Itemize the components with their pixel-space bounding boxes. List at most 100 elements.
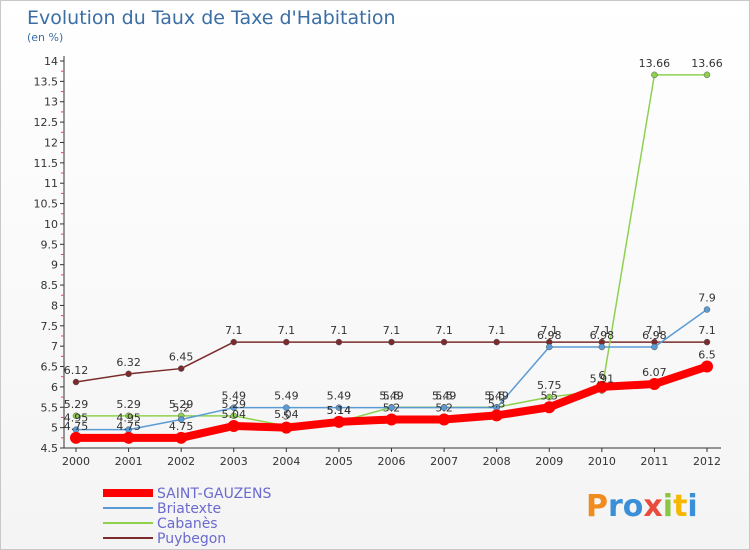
data-label: 7.1 [646,324,664,337]
data-label: 5.29 [222,398,247,411]
data-point [438,413,451,426]
data-point [70,431,82,444]
data-point [335,404,343,411]
data-label: 13.66 [639,57,671,70]
data-point [546,393,553,401]
data-label: 7.9 [698,291,716,304]
data-point [230,412,237,420]
data-label: 6.98 [642,329,667,342]
x-tick-label: 2009 [535,455,563,468]
data-point [440,404,448,411]
x-tick-label: 2002 [167,455,195,468]
data-label: 5.49 [274,390,299,403]
chart-axes: 4.5 5 5.5 6 6.5 7 7.5 8 8.5 9 9.5 10 10.5 11 11.5 12 12.… [34,55,721,468]
data-label: 5.49 [327,390,352,403]
data-point [440,338,448,346]
data-point [651,343,658,351]
data-label: 5.49 [379,390,404,403]
data-point [283,338,290,346]
y-tick-label: 7 [51,340,58,353]
data-label: 5 [283,410,290,423]
data-point [72,412,80,420]
data-label: 4.75 [64,420,89,433]
data-point [177,416,185,423]
data-label: 6.5 [698,349,716,362]
y-tick-label: 6.5 [41,361,59,374]
data-label: 7.1 [593,324,611,337]
data-point [230,404,237,411]
data-label: 6 [598,369,605,382]
x-tick-label: 2005 [325,455,353,468]
data-label: 5.75 [537,379,562,392]
data-point [177,365,185,372]
y-tick-label: 10 [44,218,58,231]
data-point [701,360,713,373]
data-label: 6.98 [537,329,562,342]
y-tick-label: 11.5 [34,157,59,170]
data-label: 5.29 [116,398,141,411]
data-point [227,420,240,433]
data-point [125,412,132,420]
data-point [72,378,80,386]
data-label: 13.66 [691,57,723,70]
x-tick-label: 2000 [62,455,90,468]
data-point [175,431,188,444]
data-label: 7.1 [435,324,453,337]
legend-entry: Briatexte [157,501,221,517]
legend-entry: Puybegon [157,531,226,547]
data-label: 6.07 [642,366,667,379]
data-point [125,370,132,378]
x-tick-label: 2006 [378,455,406,468]
data-label: 5.49 [484,390,509,403]
y-tick-label: 10.5 [34,198,59,211]
data-label: 5.04 [222,408,247,421]
data-label: 7.1 [383,324,401,337]
data-point [651,71,658,79]
data-label: 7.1 [698,324,716,337]
y-tick-label: 5.5 [41,401,59,414]
legend-entry: SAINT-GAUZENS [157,486,271,502]
data-point [230,338,237,346]
data-label: 4.95 [116,412,141,425]
y-tick-label: 8 [51,299,58,312]
data-point [598,343,606,351]
data-point [332,415,345,428]
data-label: 5.14 [327,404,352,417]
data-point [122,431,135,444]
data-label: 6.98 [590,329,615,342]
data-label: 6.12 [64,364,89,377]
y-tick-label: 9 [51,259,58,272]
data-label: 4.95 [64,412,89,425]
data-label: 5.91 [590,373,615,386]
data-point [648,378,661,391]
chart-data-labels: 4.75 4.75 4.755.04 5 5.14 5.2 5.2 5.35.56 6.076.… [64,57,723,433]
data-label: 5.5 [383,389,401,402]
data-label: 7.1 [330,324,348,337]
y-tick-label: 11 [44,177,58,190]
data-label: 5.29 [169,398,194,411]
data-point [385,413,398,426]
data-label: 5.2 [435,401,453,414]
y-tick-label: 4.5 [41,442,59,455]
data-label: 5.5 [488,389,506,402]
data-point [703,306,711,313]
x-tick-label: 2008 [483,455,511,468]
data-label: 7.1 [488,324,506,337]
data-point [546,343,553,351]
data-point [283,404,290,411]
data-label: 5.2 [172,401,190,414]
y-tick-label: 8.5 [41,279,59,292]
chart-subtitle: (en %) [27,31,64,44]
data-point [703,71,711,79]
y-tick-label: 6 [51,381,58,394]
data-point [543,401,556,414]
data-point [493,338,500,346]
data-point [335,338,343,346]
data-label: 5.29 [64,398,89,411]
data-label: 5.2 [383,401,401,414]
y-tick-label: 7.5 [41,320,59,333]
data-label: 5.49 [222,390,247,403]
y-tick-label: 12 [44,136,58,149]
y-tick-label: 9.5 [41,238,59,251]
